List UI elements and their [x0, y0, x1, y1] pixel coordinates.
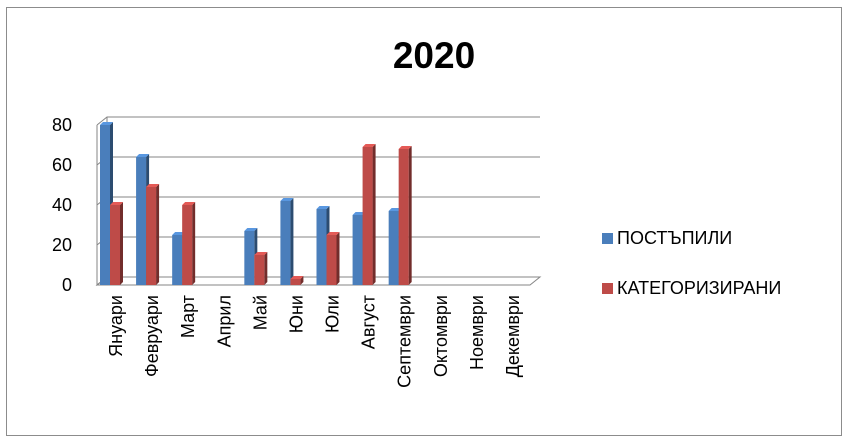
- y-tick-label: 40: [52, 195, 72, 215]
- y-axis-ticks: 0 20 40 60 80: [52, 115, 72, 295]
- bar-side: [336, 232, 340, 285]
- x-tick-label: Юли: [323, 295, 343, 333]
- x-axis-labels: Януари Февруари Март Април Май Юни Юли Август Се…: [106, 295, 523, 388]
- gridline: [96, 156, 540, 166]
- bar-top: [136, 154, 150, 157]
- bar-front: [388, 211, 399, 285]
- bar: [254, 252, 268, 285]
- bar-top: [290, 276, 304, 279]
- gridline: [96, 116, 540, 126]
- bar-front: [110, 205, 120, 285]
- bar-top: [244, 228, 258, 231]
- bar-front: [316, 209, 327, 285]
- bar-front: [326, 235, 337, 285]
- bar-front: [352, 215, 363, 285]
- bar-top: [110, 202, 123, 205]
- y-tick-label: 0: [62, 275, 72, 295]
- chart-title: 2020: [393, 35, 475, 76]
- bar-front: [244, 231, 255, 285]
- x-tick-label: Септември: [395, 295, 415, 388]
- legend-swatch: [602, 283, 613, 294]
- bar-front: [182, 205, 193, 285]
- bar-side: [156, 184, 160, 285]
- bar-side: [372, 144, 376, 285]
- bar-top: [172, 232, 186, 235]
- bar-top: [280, 198, 294, 201]
- x-tick-label: Януари: [106, 295, 126, 357]
- bar-front: [100, 125, 110, 285]
- y-tick-label: 60: [52, 155, 72, 175]
- bar-front: [290, 279, 301, 285]
- bar: [110, 202, 123, 285]
- bar-top: [254, 252, 268, 255]
- bar-top: [182, 202, 196, 205]
- bar-front: [136, 157, 147, 285]
- legend-swatch: [602, 233, 613, 244]
- bars: [100, 122, 412, 285]
- bar-front: [398, 149, 409, 285]
- x-tick-label: Юни: [286, 295, 306, 333]
- bar-top: [316, 206, 330, 209]
- gridline: [96, 196, 540, 206]
- bar: [290, 276, 304, 285]
- bar-side: [192, 202, 196, 285]
- bar-top: [388, 208, 402, 211]
- bar-top: [146, 184, 160, 187]
- bar-top: [398, 146, 412, 149]
- bar-front: [280, 201, 291, 285]
- legend-label: КАТЕГОРИЗИРАНИ: [617, 278, 781, 298]
- bar: [146, 184, 160, 285]
- bar-front: [146, 187, 157, 285]
- bar: [326, 232, 340, 285]
- bar-side: [408, 146, 412, 285]
- bar-top: [326, 232, 340, 235]
- bar: [280, 198, 294, 285]
- bar: [362, 144, 376, 285]
- bar-top: [352, 212, 366, 215]
- legend-item: КАТЕГОРИЗИРАНИ: [602, 278, 781, 298]
- y-tick-label: 20: [52, 235, 72, 255]
- bar-side: [290, 198, 294, 285]
- bar-side: [120, 202, 123, 285]
- bar-front: [254, 255, 265, 285]
- bar: [182, 202, 196, 285]
- bar-front: [362, 147, 373, 285]
- x-tick-label: Февруари: [142, 295, 162, 377]
- bar-front: [172, 235, 183, 285]
- bar-side: [264, 252, 268, 285]
- y-tick-label: 80: [52, 115, 72, 135]
- x-tick-label: Октомври: [431, 295, 451, 377]
- legend-item: ПОСТЪПИЛИ: [602, 228, 732, 248]
- x-tick-label: Май: [250, 295, 270, 330]
- legend-label: ПОСТЪПИЛИ: [617, 228, 732, 248]
- bar-top: [362, 144, 376, 147]
- x-tick-label: Април: [214, 295, 234, 347]
- x-tick-label: Ноември: [467, 295, 487, 370]
- legend: ПОСТЪПИЛИ КАТЕГОРИЗИРАНИ: [602, 228, 781, 298]
- x-tick-label: Март: [178, 295, 198, 338]
- bar: [398, 146, 412, 285]
- x-tick-label: Август: [359, 295, 379, 349]
- bar-top: [100, 122, 113, 125]
- x-tick-label: Декември: [503, 295, 523, 377]
